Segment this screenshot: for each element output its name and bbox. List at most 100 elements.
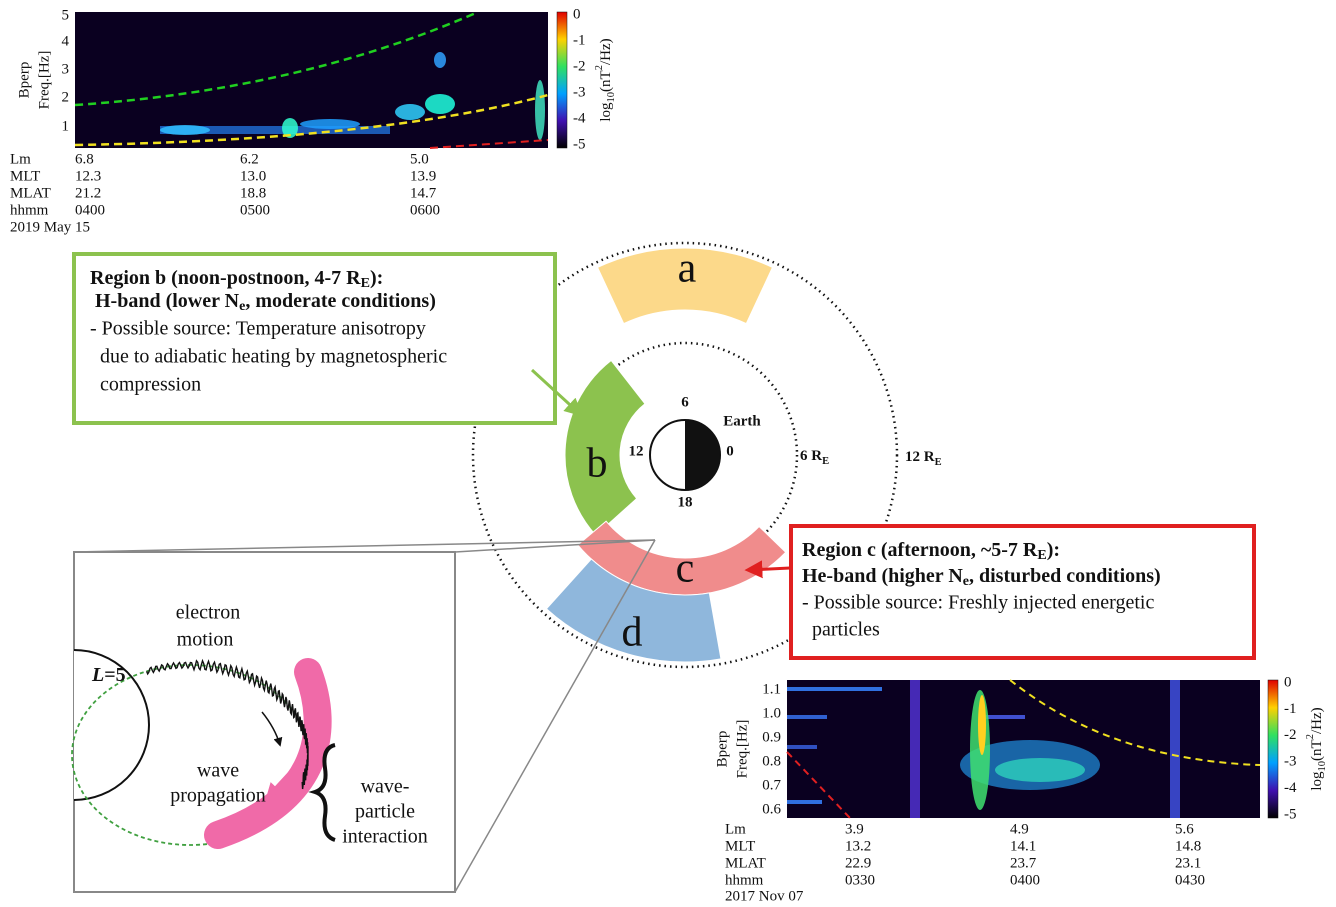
row-value: 14.7 [410, 185, 437, 201]
colorbar [1267, 679, 1279, 819]
pointer-arrow [530, 368, 583, 417]
region-b-box [72, 252, 557, 425]
y-tick-label: 0.9 [762, 729, 781, 745]
box-text: due to adiabatic heating by magnetospher… [100, 346, 447, 368]
row-value: 4.9 [1010, 821, 1029, 837]
interaction-region [204, 658, 332, 849]
vertical-band [910, 680, 920, 818]
earth-night [685, 420, 720, 490]
row-value: 13.9 [410, 168, 436, 184]
colorbar-tick-label: -2 [1284, 727, 1297, 743]
box-title-part: Region b (noon-postnoon, 4-7 R [90, 267, 361, 289]
emission [300, 119, 360, 129]
colorbar-tick-label: -3 [573, 84, 586, 100]
colorbar-label-part: 2 [1305, 734, 1316, 739]
motion-arrow [261, 711, 283, 747]
emission [978, 695, 986, 755]
radius-label-part: 6 R [800, 448, 822, 464]
propagation-arrow [265, 768, 294, 799]
box-title-part: ): [1047, 539, 1060, 561]
colorbar-label-part: /Hz) [1309, 707, 1325, 734]
box-title-part: e [239, 299, 245, 314]
colorbar-tick-label: -5 [1284, 806, 1297, 822]
box-title-part: e [963, 574, 969, 589]
region-label: d [622, 610, 643, 656]
zoom-line [454, 539, 656, 553]
y-tick-label: 0.7 [762, 777, 781, 793]
row-value: 23.1 [1175, 855, 1201, 871]
outer-orbit [471, 241, 899, 669]
row-label: MLT [725, 838, 755, 854]
box-title-part: E [361, 276, 370, 291]
emission [434, 52, 446, 68]
yellow-curve [1009, 679, 1261, 766]
y-tick-label: 0.6 [762, 801, 781, 817]
y-tick-label: 2 [62, 89, 70, 105]
row-value: 0330 [845, 872, 875, 888]
inner-orbit [571, 341, 799, 569]
row-value: 5.0 [410, 151, 429, 167]
emission [395, 104, 425, 120]
shell-label-part: =5 [104, 664, 125, 686]
mlt-label: 12 [629, 443, 644, 459]
emission [160, 125, 210, 135]
annotation: wave [197, 760, 239, 782]
region [596, 247, 774, 325]
box-title-part: He-band (higher N [802, 565, 963, 587]
box-title-part: , moderate conditions) [245, 290, 436, 312]
y-tick-label: 0.8 [762, 753, 781, 769]
row-value: 0500 [240, 202, 270, 218]
y-tick-label: 1.1 [762, 681, 781, 697]
annotation: propagation [170, 785, 266, 807]
row-value: 13.0 [240, 168, 266, 184]
colorbar-label-part: (nT [1309, 739, 1325, 761]
mlt-label: 6 [681, 394, 689, 410]
row-value: 6.2 [240, 151, 259, 167]
zoom-line [454, 539, 656, 893]
colorbar-tick-label: -2 [573, 58, 586, 74]
y-tick-label: 5 [62, 7, 70, 23]
row-value: 13.2 [845, 838, 871, 854]
row-label: MLAT [10, 185, 51, 201]
annotation: motion [177, 629, 234, 651]
annotation: particle [355, 801, 415, 823]
row-value: 23.7 [1010, 855, 1037, 871]
box-title-part: E [1037, 548, 1046, 563]
row-value: 22.9 [845, 855, 871, 871]
colorbar-label: log10(nT2/Hz) [594, 38, 617, 121]
row-label: MLAT [725, 855, 766, 871]
annotation: interaction [342, 826, 428, 848]
electron-trajectory [145, 658, 309, 790]
streak [787, 715, 827, 719]
box-title: He-band (higher Ne, disturbed conditions… [802, 565, 1161, 590]
y-tick-label: 4 [62, 33, 70, 49]
row-value: 18.8 [240, 185, 266, 201]
y-tick-label: 3 [62, 61, 70, 77]
y-tick-label: 1 [62, 118, 70, 134]
row-value: 6.8 [75, 151, 94, 167]
band [160, 126, 390, 134]
green-curve [74, 10, 479, 107]
row-value: 3.9 [845, 821, 864, 837]
shell-label: L=5 [91, 664, 126, 686]
row-label: Lm [725, 821, 746, 837]
emission [535, 80, 545, 140]
row-value: 21.2 [75, 185, 101, 201]
red-curve [429, 139, 549, 149]
box-text: - Possible source: Temperature anisotrop… [90, 318, 426, 340]
colorbar-tick-label: -1 [573, 32, 586, 48]
colorbar-label-part: /Hz) [598, 38, 614, 65]
box-title-part: ): [370, 267, 383, 289]
streak [787, 800, 822, 804]
colorbar-label-part: log [1309, 771, 1325, 791]
box-text: compression [100, 374, 201, 396]
emission [425, 94, 455, 114]
box-title: H-band (lower Ne, moderate conditions) [95, 290, 436, 315]
colorbar-tick-label: -3 [1284, 754, 1297, 770]
mlt-label: 18 [678, 494, 693, 510]
mlt-label: 0 [726, 443, 734, 459]
annotation: electron [176, 602, 240, 624]
date-label: 2017 Nov 07 [725, 888, 804, 904]
